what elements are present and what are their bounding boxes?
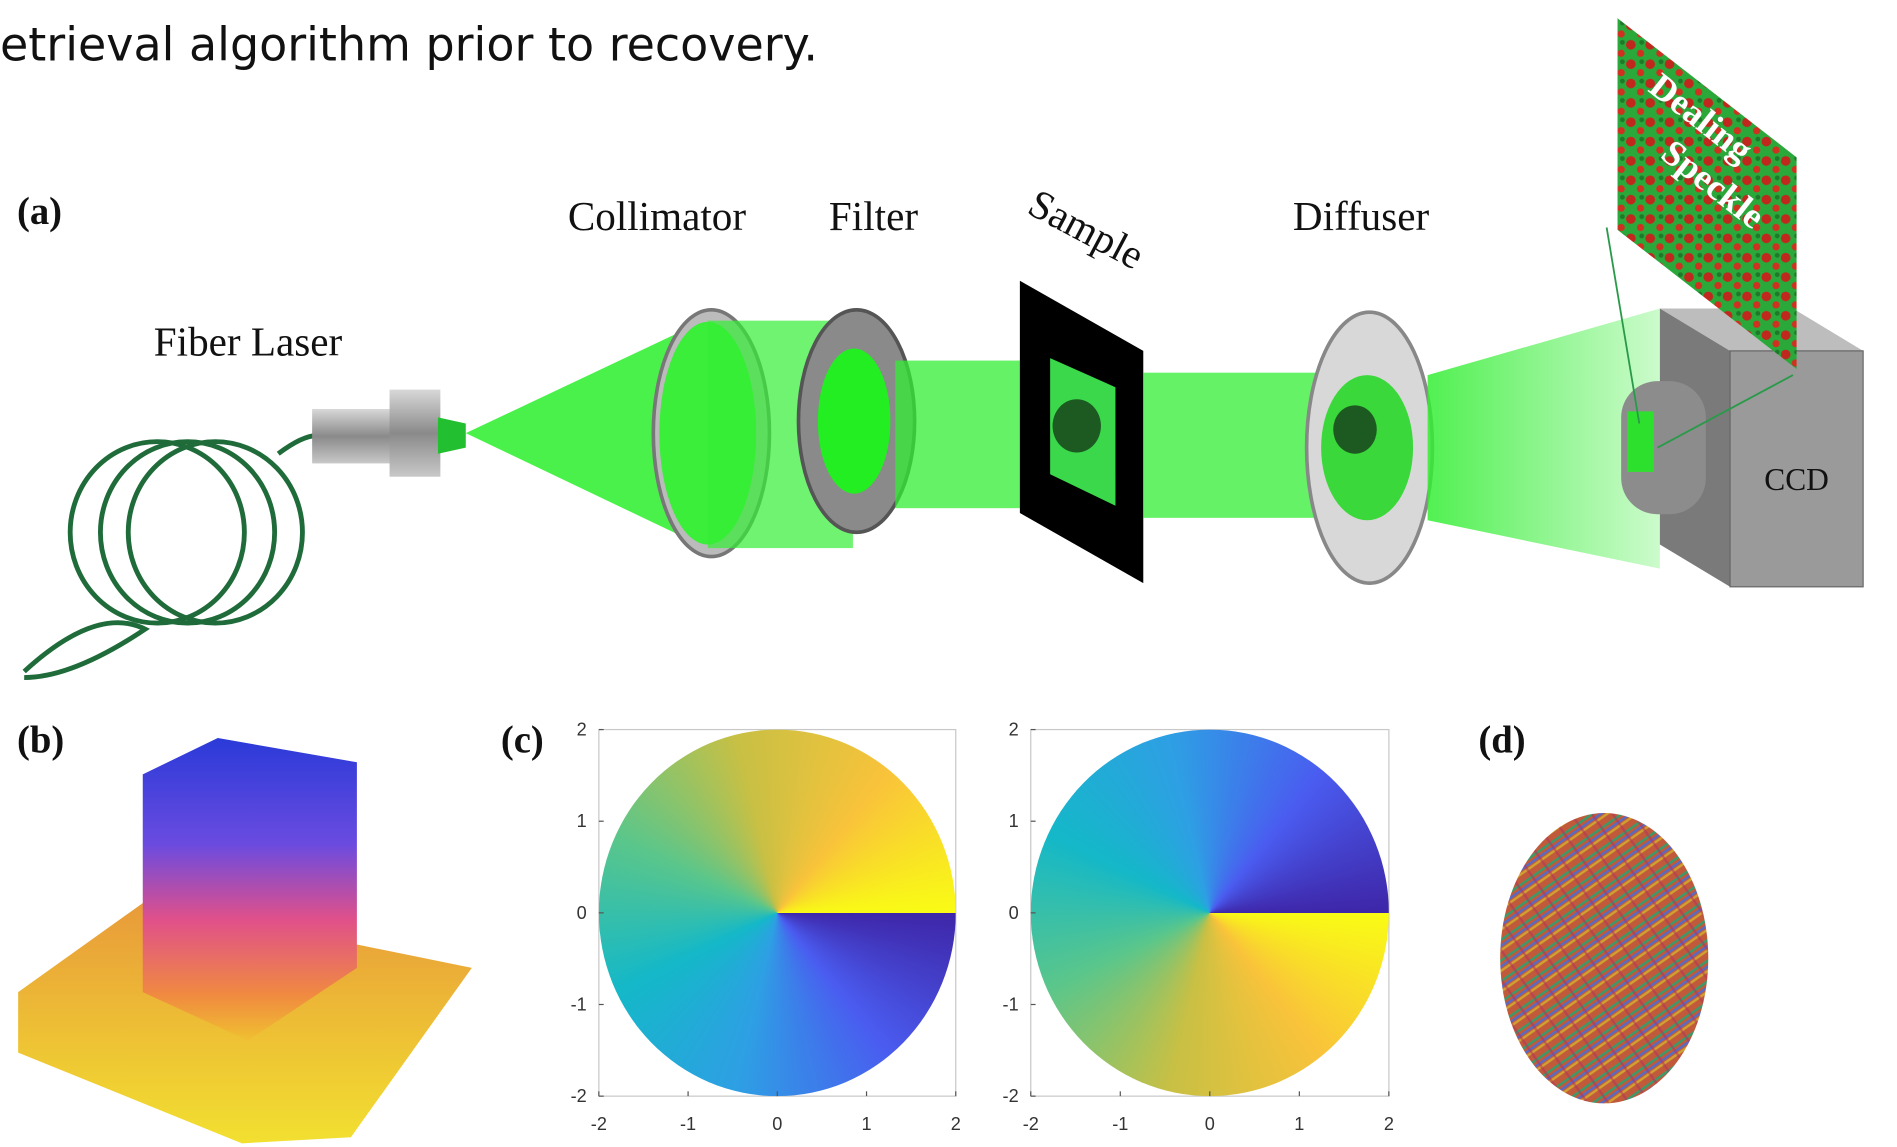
component-label: Filter xyxy=(829,193,918,239)
phase-wheel-fill xyxy=(1031,730,1389,1097)
fiber-coil xyxy=(24,436,317,678)
x-tick-label: -1 xyxy=(680,1114,696,1134)
panel-label: (c) xyxy=(501,720,544,762)
filter-aperture xyxy=(818,348,891,493)
figure: etrieval algorithm prior to recovery. (a… xyxy=(0,0,1897,1147)
y-tick-label: 1 xyxy=(577,811,587,831)
x-tick-label: 2 xyxy=(1384,1114,1394,1134)
y-tick-label: 2 xyxy=(577,720,587,740)
y-tick-label: -1 xyxy=(571,995,587,1015)
x-tick-label: 0 xyxy=(1205,1114,1215,1134)
sample-object xyxy=(1053,399,1101,452)
phase-wheel xyxy=(599,730,956,1097)
y-tick-label: -2 xyxy=(571,1086,587,1106)
panel-label: (a) xyxy=(17,191,62,233)
phase-mask xyxy=(1500,813,1708,1103)
x-tick-label: -2 xyxy=(591,1114,607,1134)
page: {"caption_fragment":"etrieval algorithm … xyxy=(0,0,1897,1147)
component-label: CCD xyxy=(1764,462,1829,497)
component-label: Fiber Laser xyxy=(154,319,343,365)
caption: etrieval algorithm prior to recovery. xyxy=(0,18,818,72)
object-image xyxy=(1333,405,1377,453)
y-tick-label: -1 xyxy=(1003,995,1019,1015)
component-label: Sample xyxy=(1021,180,1152,279)
panel-label: (d) xyxy=(1478,720,1525,762)
x-tick-label: 1 xyxy=(1294,1114,1304,1134)
plots: -2 -1 0 1 2 -2 -1 0 1 2 -2 -1 0 1 2 -2 -1 0 1 2 xyxy=(571,720,1394,1134)
y-tick-label: 2 xyxy=(1009,720,1019,740)
y-tick-label: 0 xyxy=(577,903,587,923)
panel-label: (b) xyxy=(17,720,64,762)
x-tick-label: 2 xyxy=(951,1114,961,1134)
component-label: Diffuser xyxy=(1293,193,1430,239)
y-tick-label: 1 xyxy=(1009,811,1019,831)
x-tick-label: -1 xyxy=(1112,1114,1128,1134)
laser xyxy=(312,390,466,477)
phase-wheel xyxy=(1031,730,1389,1097)
x-tick-label: 1 xyxy=(861,1114,871,1134)
phase-wheel-fill xyxy=(599,730,956,1097)
component-label: Collimator xyxy=(568,193,747,239)
y-tick-label: 0 xyxy=(1009,903,1019,923)
x-tick-label: 0 xyxy=(772,1114,782,1134)
y-tick-label: -2 xyxy=(1003,1086,1019,1106)
x-tick-label: -2 xyxy=(1023,1114,1039,1134)
